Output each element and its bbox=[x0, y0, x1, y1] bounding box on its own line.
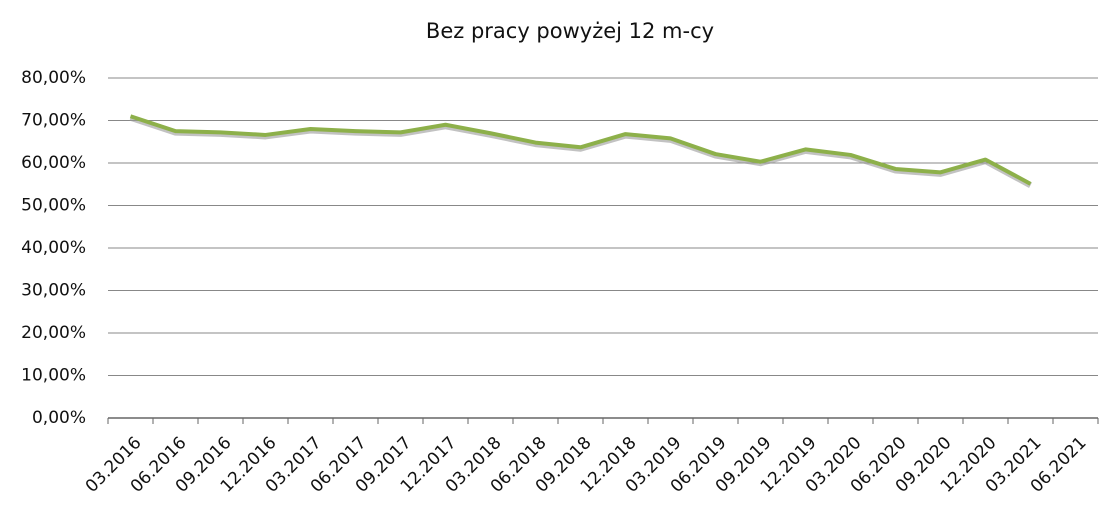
y-tick-label: 40,00% bbox=[21, 238, 86, 258]
y-tick-label: 70,00% bbox=[21, 111, 86, 131]
chart-title: Bez pracy powyżej 12 m-cy bbox=[426, 19, 714, 43]
y-tick-label: 30,00% bbox=[21, 281, 86, 301]
y-tick-label: 60,00% bbox=[21, 153, 86, 173]
y-tick-label: 80,00% bbox=[21, 68, 86, 88]
y-tick-label: 10,00% bbox=[21, 366, 86, 386]
series-line bbox=[129, 114, 1032, 186]
y-tick-label: 0,00% bbox=[32, 408, 86, 428]
y-tick-label: 20,00% bbox=[21, 323, 86, 343]
y-tick-label: 50,00% bbox=[21, 196, 86, 216]
line-shadow bbox=[129, 114, 1032, 188]
